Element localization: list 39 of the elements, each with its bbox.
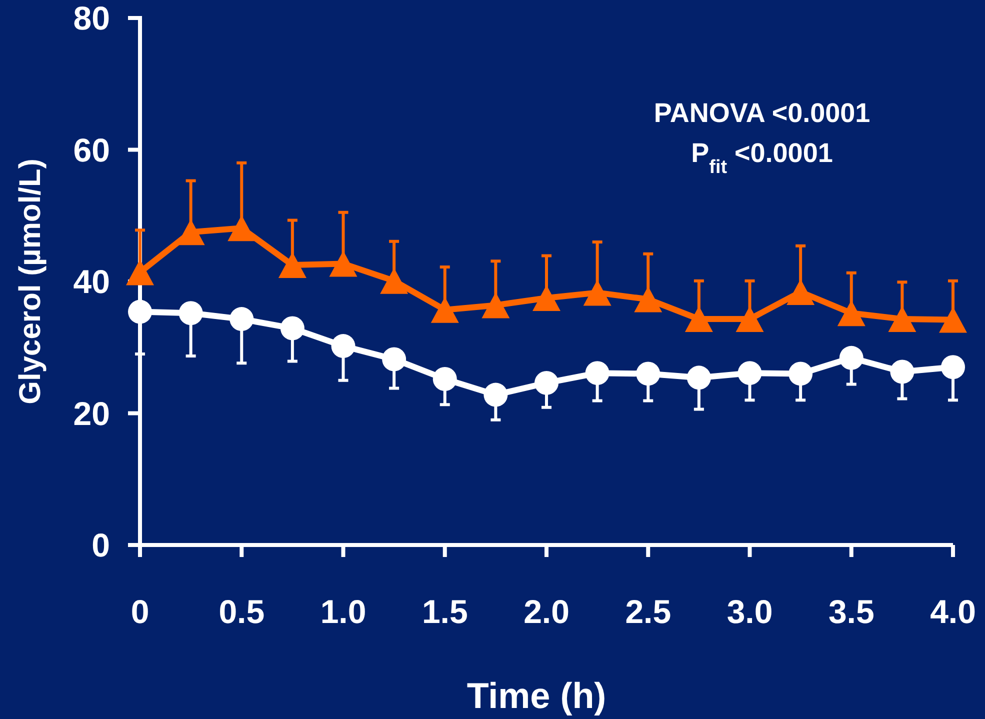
annotation: PANOVA <0.0001 xyxy=(654,98,870,128)
point xyxy=(331,334,356,358)
annotation: P$_{fit}$ <0.0001 xyxy=(691,138,833,178)
y-axis-title: Glycerol (µmol/L) xyxy=(14,158,47,404)
point xyxy=(888,306,916,332)
point xyxy=(686,366,711,390)
point xyxy=(786,279,815,306)
x-axis-title: Time (h) xyxy=(466,675,606,716)
point xyxy=(128,300,152,324)
point xyxy=(585,361,610,386)
point xyxy=(636,362,660,386)
x-tick-label: 2.5 xyxy=(625,593,672,630)
point xyxy=(788,362,813,386)
point xyxy=(839,346,864,370)
y-tick-label: 20 xyxy=(73,394,110,432)
x-tick-label: 3.0 xyxy=(726,593,773,630)
y-tick-label: 40 xyxy=(73,263,110,300)
x-tick-label: 2.0 xyxy=(524,593,570,630)
point xyxy=(280,316,304,340)
point xyxy=(382,347,406,372)
point xyxy=(534,370,558,395)
point xyxy=(278,252,306,278)
point xyxy=(890,360,914,384)
y-tick-label: 0 xyxy=(92,526,110,564)
x-tick-label: 0.5 xyxy=(218,593,265,630)
y-tick-label: 60 xyxy=(73,131,110,168)
point xyxy=(178,301,203,326)
x-tick-label: 0 xyxy=(130,593,150,630)
point xyxy=(684,306,713,332)
y-tick-label: 80 xyxy=(73,0,110,37)
x-tick-label: 3.5 xyxy=(828,593,874,630)
point xyxy=(432,366,457,391)
x-tick-label: 1.5 xyxy=(422,593,468,630)
point xyxy=(230,307,254,332)
x-tick-label: 4.0 xyxy=(930,593,976,630)
point xyxy=(738,361,762,386)
point xyxy=(941,355,965,380)
point xyxy=(484,382,508,407)
x-tick-label: 1.0 xyxy=(320,593,366,630)
